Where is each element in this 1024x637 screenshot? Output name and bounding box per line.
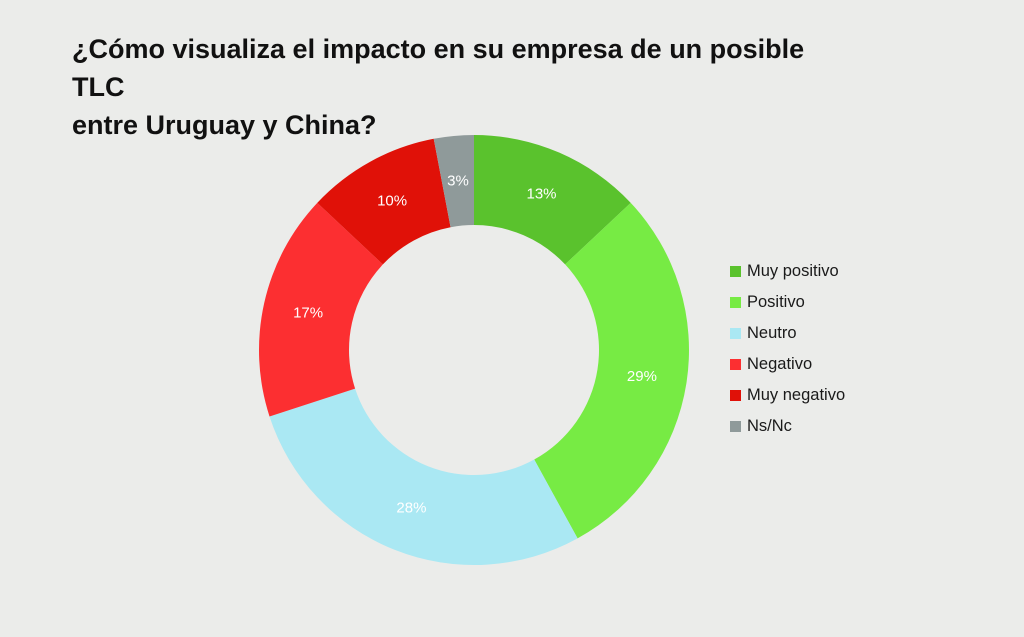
legend-item: Negativo (730, 349, 845, 380)
donut-slice-neutro (269, 388, 578, 565)
legend-label: Muy negativo (747, 386, 846, 404)
donut-slice-muy-negativo (317, 138, 451, 265)
data-label: 17% (293, 304, 323, 321)
donut-slice-positivo (534, 202, 689, 539)
data-label: 29% (627, 368, 657, 385)
legend-swatch (730, 297, 741, 308)
chart-title: ¿Cómo visualiza el impacto en su empresa… (72, 30, 832, 144)
legend-item: Neutro (730, 318, 845, 349)
donut-slice-negativo (259, 202, 383, 417)
data-label: 28% (396, 500, 426, 517)
legend-swatch (730, 390, 741, 401)
data-label: 10% (377, 193, 407, 210)
legend-swatch (730, 266, 741, 277)
legend-item: Muy negativo (730, 380, 845, 411)
donut-slice-ns-nc (433, 135, 474, 228)
legend-item: Positivo (730, 287, 845, 318)
legend-label: Muy positivo (747, 262, 839, 280)
chart-legend: Muy positivo Positivo Neutro Negativo Muy ne… (730, 256, 845, 442)
legend-label: Neutro (747, 324, 797, 342)
chart-title-line-1: ¿Cómo visualiza el impacto en su empresa… (72, 34, 805, 102)
data-label: 13% (526, 185, 556, 202)
legend-swatch (730, 421, 741, 432)
legend-label: Ns/Nc (747, 417, 792, 435)
legend-label: Positivo (747, 293, 805, 311)
legend-item: Muy positivo (730, 256, 845, 287)
legend-item: Ns/Nc (730, 411, 845, 442)
legend-swatch (730, 359, 741, 370)
chart-title-line-2: entre Uruguay y China? (72, 110, 377, 140)
legend-label: Negativo (747, 355, 813, 373)
legend-swatch (730, 328, 741, 339)
data-label: 3% (447, 172, 469, 189)
donut-slice-muy-positivo (474, 135, 631, 265)
